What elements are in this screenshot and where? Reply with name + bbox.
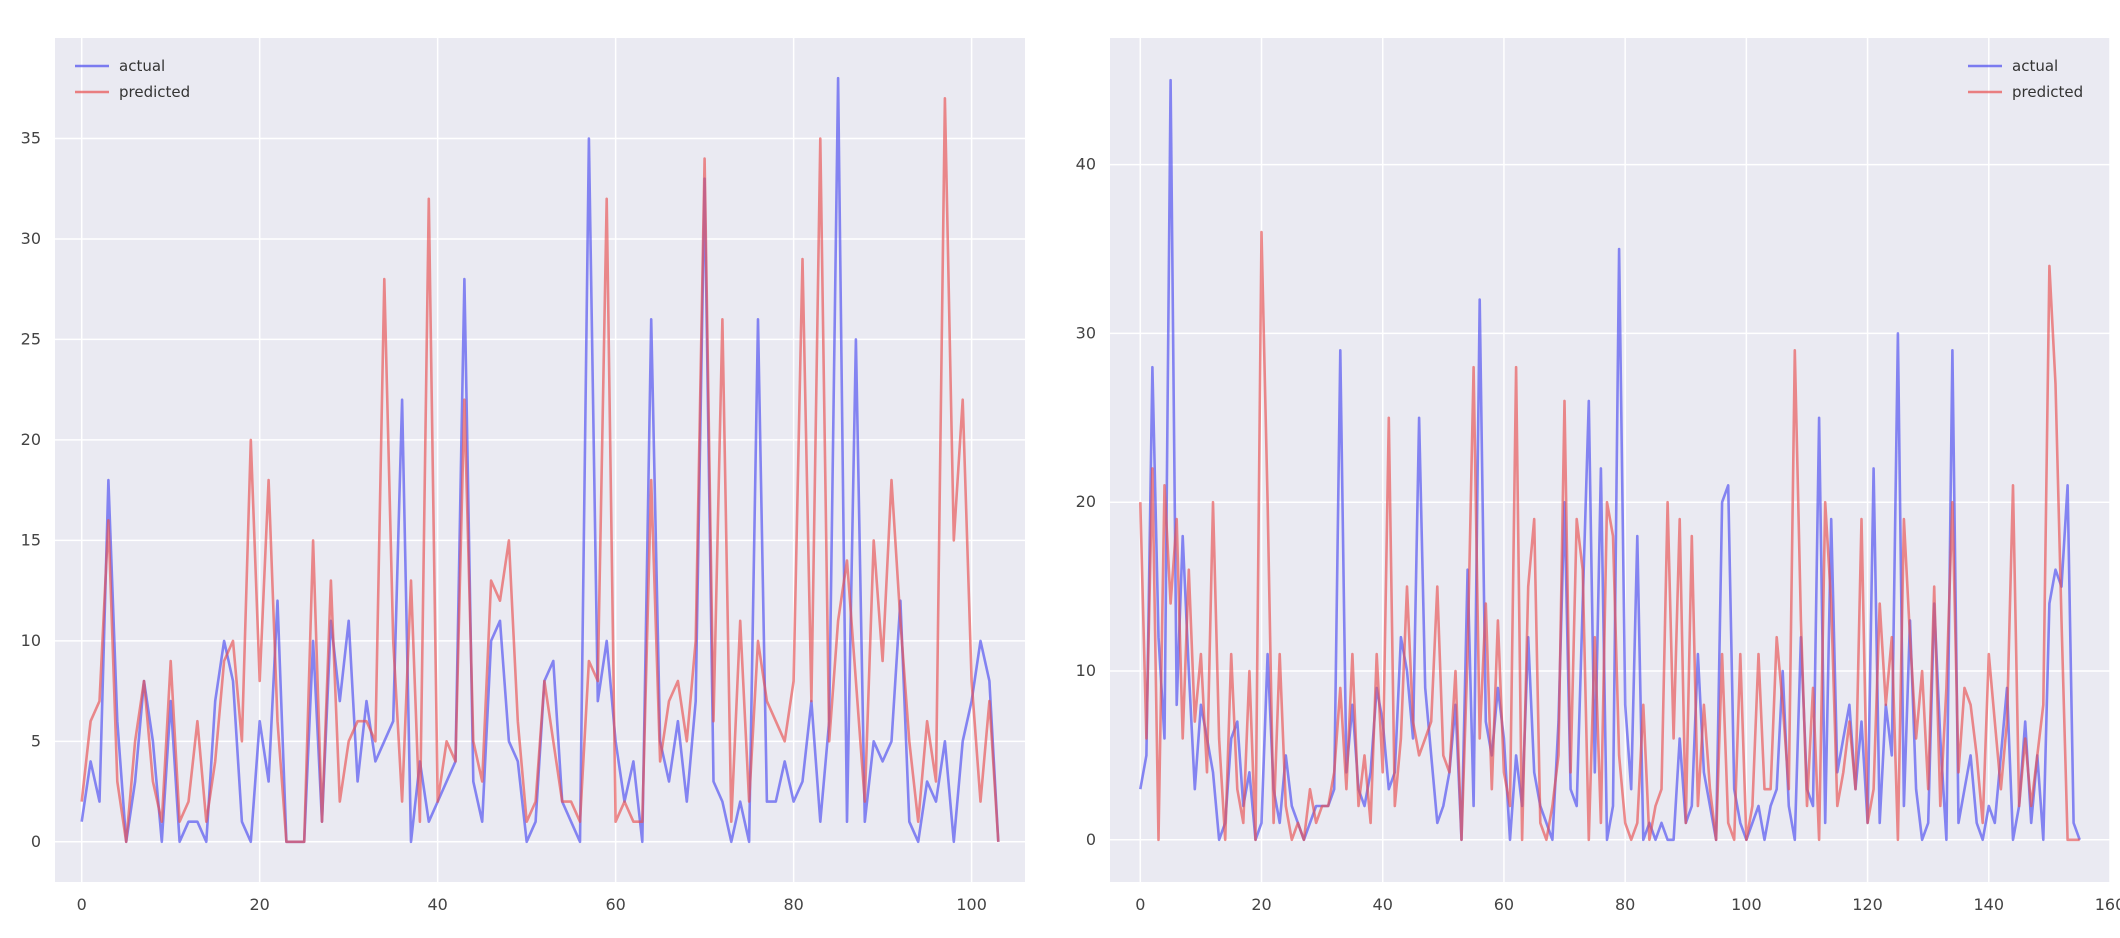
x-tick-label: 0 bbox=[1135, 895, 1145, 914]
legend-label-predicted: predicted bbox=[2012, 83, 2083, 101]
x-tick-label: 20 bbox=[249, 895, 269, 914]
x-tick-label: 60 bbox=[1494, 895, 1514, 914]
x-tick-label: 120 bbox=[1852, 895, 1883, 914]
y-tick-label: 10 bbox=[1076, 661, 1096, 680]
x-tick-label: 160 bbox=[2095, 895, 2120, 914]
x-tick-label: 80 bbox=[1615, 895, 1635, 914]
legend-label-actual: actual bbox=[119, 57, 165, 75]
x-tick-label: 140 bbox=[1974, 895, 2005, 914]
chart-right: 0 10 20 30 40 0 20 40 60 80 100 120 140 160 actual pred… bbox=[1076, 38, 2120, 914]
y-tick-label: 5 bbox=[31, 731, 41, 750]
legend-label-actual: actual bbox=[2012, 57, 2058, 75]
x-tick-label: 40 bbox=[427, 895, 447, 914]
y-tick-label: 25 bbox=[21, 329, 41, 348]
x-tick-label: 60 bbox=[605, 895, 625, 914]
x-tick-label: 40 bbox=[1373, 895, 1393, 914]
y-tick-label: 40 bbox=[1076, 155, 1096, 174]
x-tick-label: 100 bbox=[956, 895, 987, 914]
x-tick-label: 80 bbox=[783, 895, 803, 914]
legend-1: actual predicted bbox=[75, 57, 190, 101]
y-tick-label: 10 bbox=[21, 631, 41, 650]
series-line-predicted bbox=[1139, 230, 2080, 842]
y-tick-label: 30 bbox=[1076, 323, 1096, 342]
x-tick-label: 100 bbox=[1731, 895, 1762, 914]
legend-label-predicted: predicted bbox=[119, 83, 190, 101]
y-tick-label: 35 bbox=[21, 128, 41, 147]
x-tick-label: 0 bbox=[77, 895, 87, 914]
y-tick-label: 0 bbox=[31, 832, 41, 851]
chart-left: 0 5 10 15 20 25 30 35 0 20 40 60 80 100 actual predicte… bbox=[21, 38, 1025, 914]
series-line-actual bbox=[1139, 78, 2081, 842]
y-tick-label: 30 bbox=[21, 229, 41, 248]
y-tick-label: 20 bbox=[21, 430, 41, 449]
y-tick-label: 15 bbox=[21, 530, 41, 549]
x-tick-label: 20 bbox=[1251, 895, 1271, 914]
legend-2: actual predicted bbox=[1968, 57, 2083, 101]
y-tick-label: 0 bbox=[1086, 830, 1096, 849]
series-line-predicted bbox=[80, 97, 1000, 844]
y-tick-label: 20 bbox=[1076, 492, 1096, 511]
